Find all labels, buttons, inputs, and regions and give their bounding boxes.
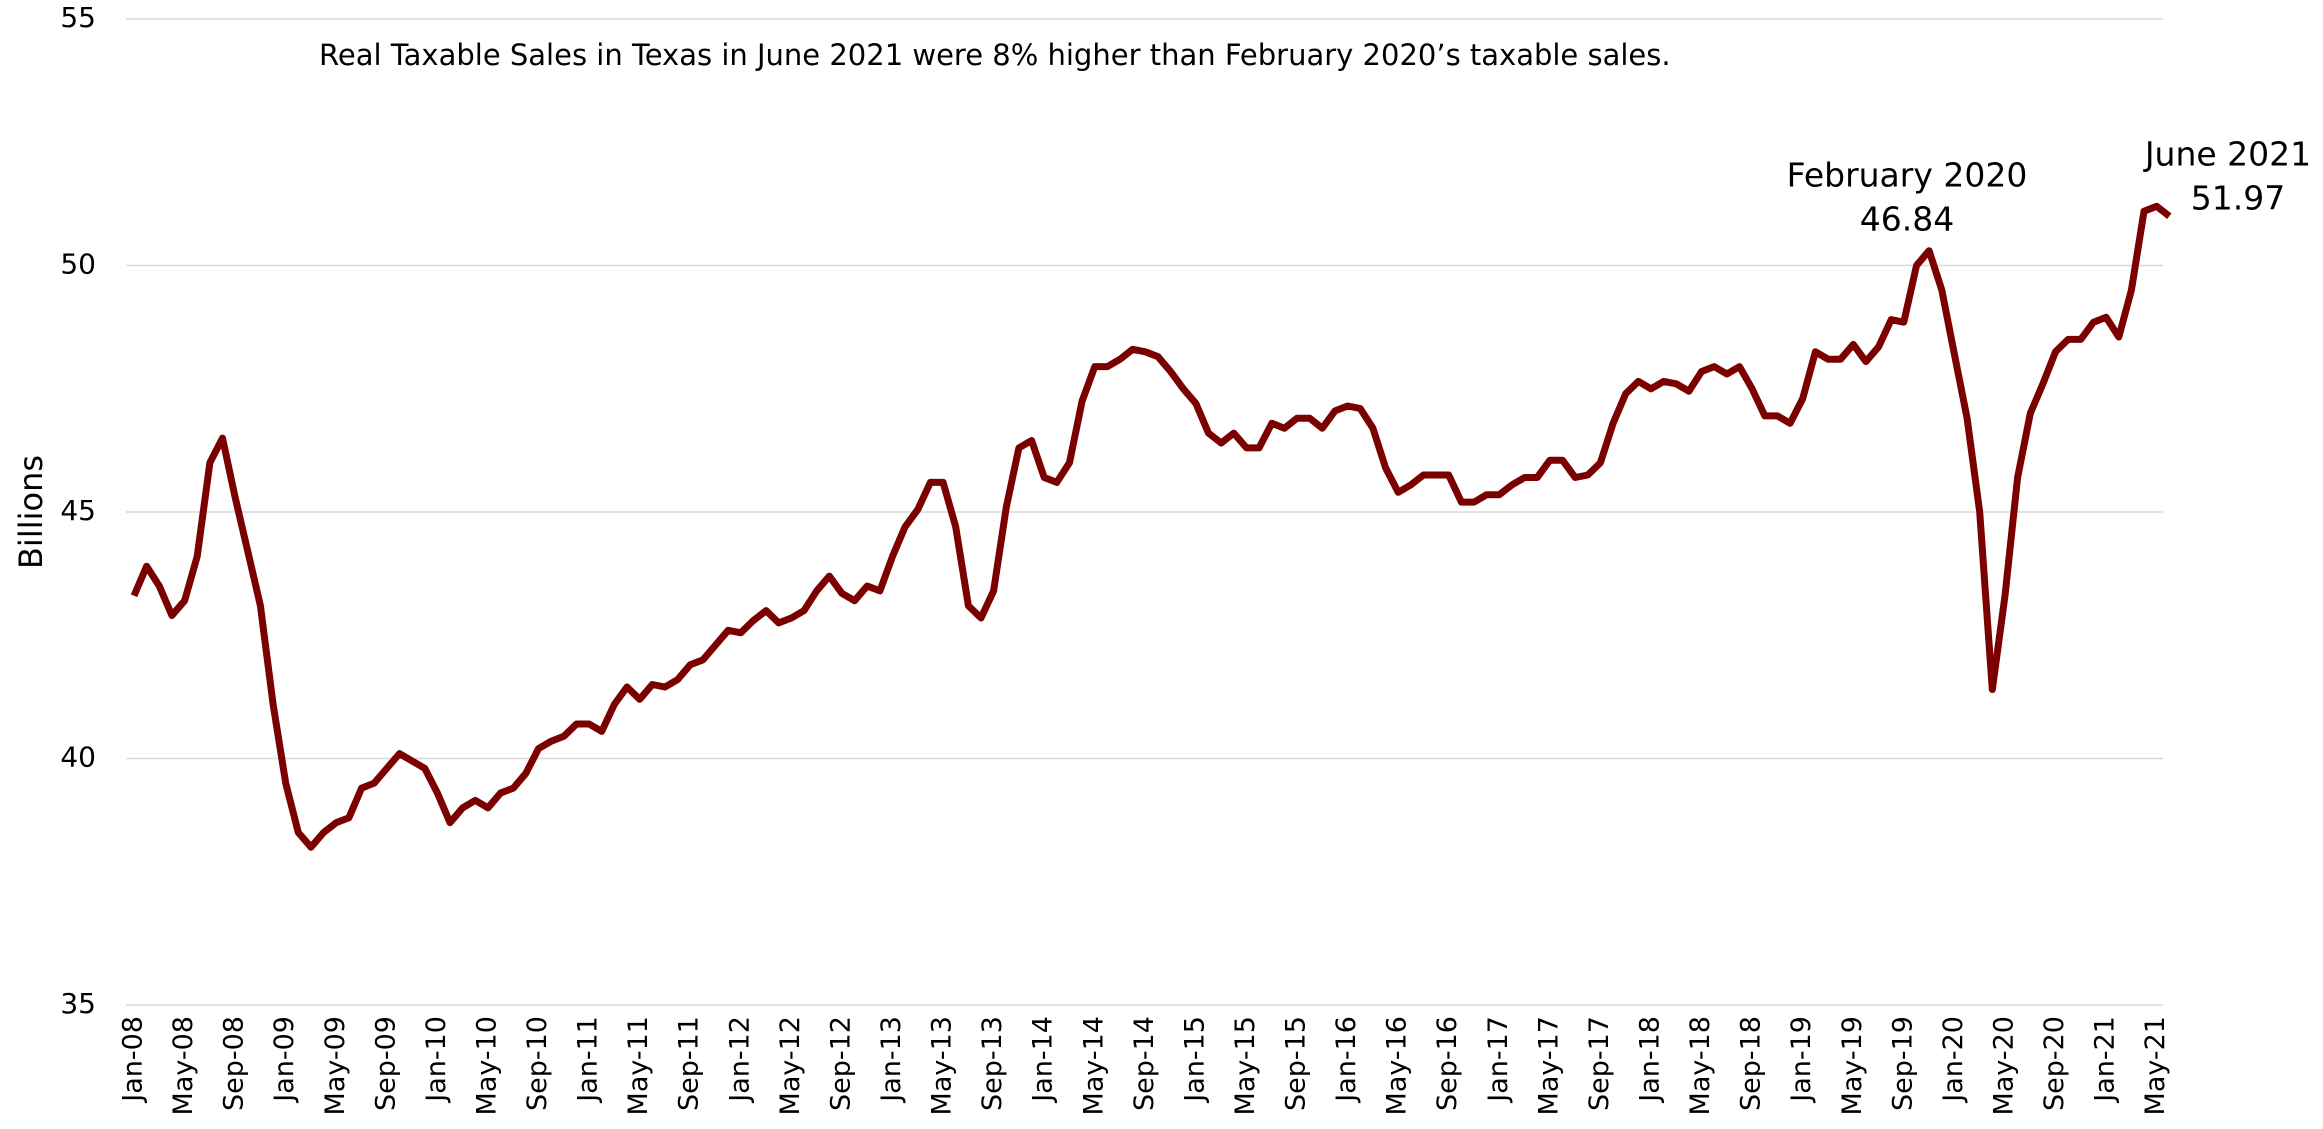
x-tick-label: Sep-18 — [1736, 1016, 1767, 1111]
x-tick-label: Jan-16 — [1331, 1016, 1362, 1104]
x-tick-label: Sep-14 — [1129, 1016, 1160, 1111]
annotation-label: February 2020 — [1787, 156, 2028, 195]
x-tick-label: Jan-09 — [269, 1016, 300, 1104]
x-tick-label: Sep-20 — [2039, 1016, 2070, 1111]
x-tick-label: Jan-10 — [421, 1016, 452, 1104]
data-line — [130, 202, 2172, 851]
x-tick-label: May-14 — [1078, 1016, 1109, 1115]
x-tick-label: Jan-15 — [1179, 1016, 1210, 1104]
x-tick-label: May-19 — [1837, 1016, 1868, 1115]
y-tick-label: 40 — [60, 741, 96, 774]
y-tick-label: 35 — [60, 987, 96, 1020]
x-tick-label: Jan-18 — [1635, 1016, 1666, 1104]
x-tick-label: May-16 — [1382, 1016, 1413, 1115]
x-tick-label: May-09 — [320, 1016, 351, 1115]
x-tick-label: Sep-17 — [1584, 1016, 1615, 1111]
x-tick-label: May-18 — [1685, 1016, 1716, 1115]
x-tick-label: May-17 — [1533, 1016, 1564, 1115]
y-tick-label: 50 — [60, 248, 96, 281]
x-tick-label: Jan-21 — [2090, 1016, 2121, 1104]
x-tick-label: Sep-10 — [522, 1016, 553, 1111]
y-axis-label: Billions — [12, 455, 50, 569]
x-tick-label: May-11 — [623, 1016, 654, 1115]
x-tick-label: May-20 — [1988, 1016, 2019, 1115]
x-tick-label: May-12 — [775, 1016, 806, 1115]
x-tick-label: Sep-08 — [219, 1016, 250, 1111]
x-tick-label: Sep-13 — [977, 1016, 1008, 1111]
annotation-value: 51.97 — [2191, 179, 2285, 218]
x-tick-label: May-08 — [168, 1016, 199, 1115]
x-tick-label: Sep-16 — [1432, 1016, 1463, 1111]
x-tick-label: May-13 — [927, 1016, 958, 1115]
y-tick-label: 45 — [60, 494, 96, 527]
annotation-label: June 2021 — [2143, 135, 2311, 174]
x-tick-label: Sep-12 — [825, 1016, 856, 1111]
x-tick-label: Sep-09 — [370, 1016, 401, 1111]
x-tick-label: Jan-17 — [1483, 1016, 1514, 1104]
x-tick-label: May-15 — [1230, 1016, 1261, 1115]
x-tick-label: May-21 — [2140, 1016, 2171, 1115]
x-tick-label: Jan-08 — [118, 1016, 149, 1104]
x-tick-label: Sep-11 — [674, 1016, 705, 1111]
x-tick-label: Jan-13 — [876, 1016, 907, 1104]
chart-title: Real Taxable Sales in Texas in June 2021… — [319, 38, 1671, 72]
x-tick-label: Jan-11 — [573, 1016, 604, 1104]
x-tick-label: Jan-12 — [724, 1016, 755, 1104]
x-tick-label: Jan-14 — [1028, 1016, 1059, 1104]
x-tick-label: Jan-19 — [1786, 1016, 1817, 1104]
annotation-value: 46.84 — [1860, 200, 1954, 239]
x-tick-label: Sep-15 — [1281, 1016, 1312, 1111]
x-tick-label: Jan-20 — [1938, 1016, 1969, 1104]
x-tick-label: Sep-19 — [1887, 1016, 1918, 1111]
x-tick-label: May-10 — [471, 1016, 502, 1115]
y-tick-label: 55 — [60, 1, 96, 34]
